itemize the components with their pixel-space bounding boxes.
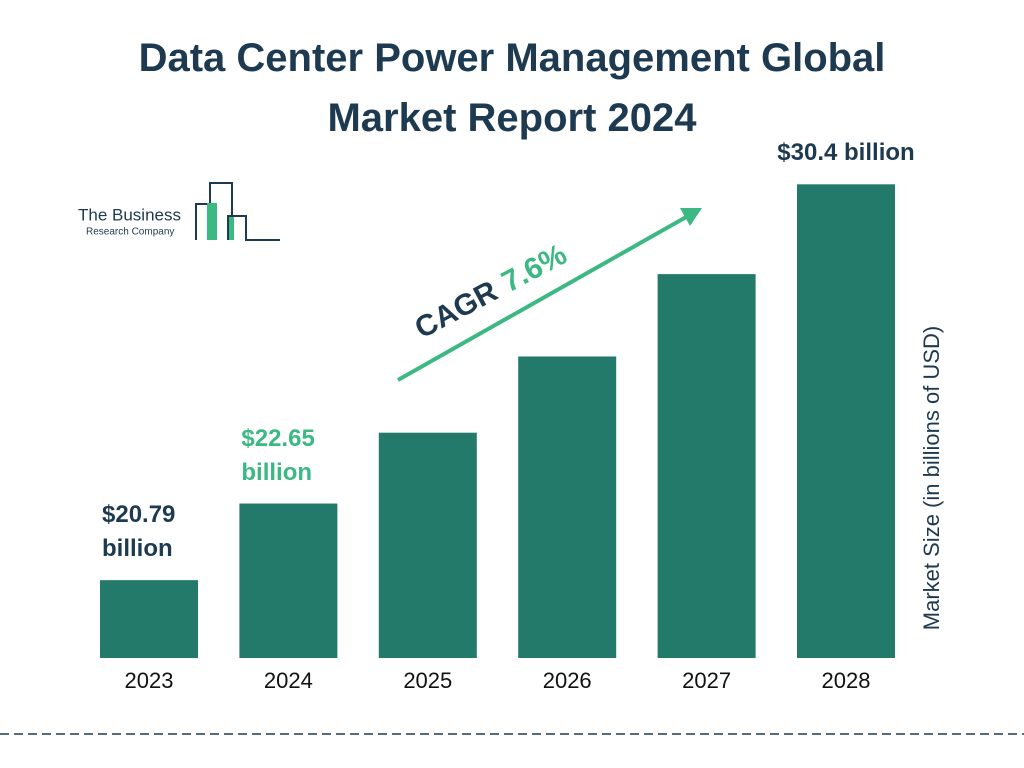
data-label-box: $22.65 billion <box>241 424 315 486</box>
data-label: $20.79 billion <box>102 501 176 563</box>
x-tick-label: 2028 <box>822 668 871 693</box>
x-tick-label: 2026 <box>543 668 592 693</box>
cagr-arrow <box>397 214 689 382</box>
bar <box>518 356 617 658</box>
logo-text: Research Company <box>86 227 174 238</box>
x-tick-label: 2024 <box>264 668 313 693</box>
cagr: CAGR7.6% <box>397 208 702 382</box>
chart-title: Data Center Power Management Global Mark… <box>138 36 886 140</box>
data-label: $22.65 billion <box>241 424 315 486</box>
x-tick-label: 2025 <box>403 668 452 693</box>
bar <box>239 503 338 658</box>
logo-shape <box>228 216 234 240</box>
logo-text: The Business <box>78 205 181 224</box>
logo-shape <box>227 215 280 241</box>
bar <box>100 580 198 658</box>
logo: The Business Research Company <box>78 182 280 241</box>
x-tick-label: 2023 <box>125 668 174 693</box>
title-box: Data Center Power Management Global Mark… <box>138 36 886 140</box>
y-axis-label: Market Size (in billions of USD) <box>919 326 944 630</box>
data-label: $30.4 billion <box>777 139 915 167</box>
bar <box>378 432 477 658</box>
x-tick-label: 2027 <box>682 668 731 693</box>
cagr-label: CAGR <box>410 274 504 345</box>
bar <box>797 184 895 659</box>
bar <box>657 274 756 658</box>
data-label-box: $30.4 billion <box>777 139 915 167</box>
cagr-arrowhead <box>680 208 702 226</box>
data-label-box: $20.79 billion <box>102 501 176 563</box>
logo-shape <box>207 203 217 240</box>
